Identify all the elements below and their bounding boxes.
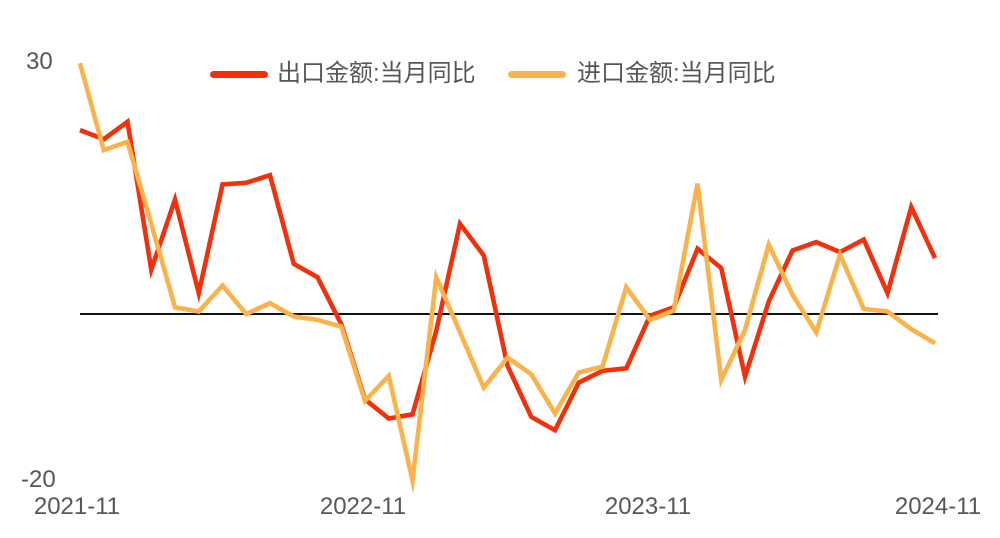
legend-label-import: 进口金额:当月同比 [577,60,776,87]
x-tick-2024-11: 2024-11 [894,493,982,520]
import-series-line [77,62,937,494]
x-tick-2021-11: 2021-11 [33,493,121,520]
legend-swatch-import-line [508,71,566,78]
export-series-line [79,117,938,434]
legend-label-export: 出口金额:当月同比 [277,60,476,87]
y-axis-min-label: -20 [21,466,56,493]
x-tick-2023-11: 2023-11 [604,493,692,520]
legend-swatch-export-line [210,71,268,78]
x-tick-2022-11: 2022-11 [319,493,407,520]
y-axis-max-label: 30 [26,48,53,75]
